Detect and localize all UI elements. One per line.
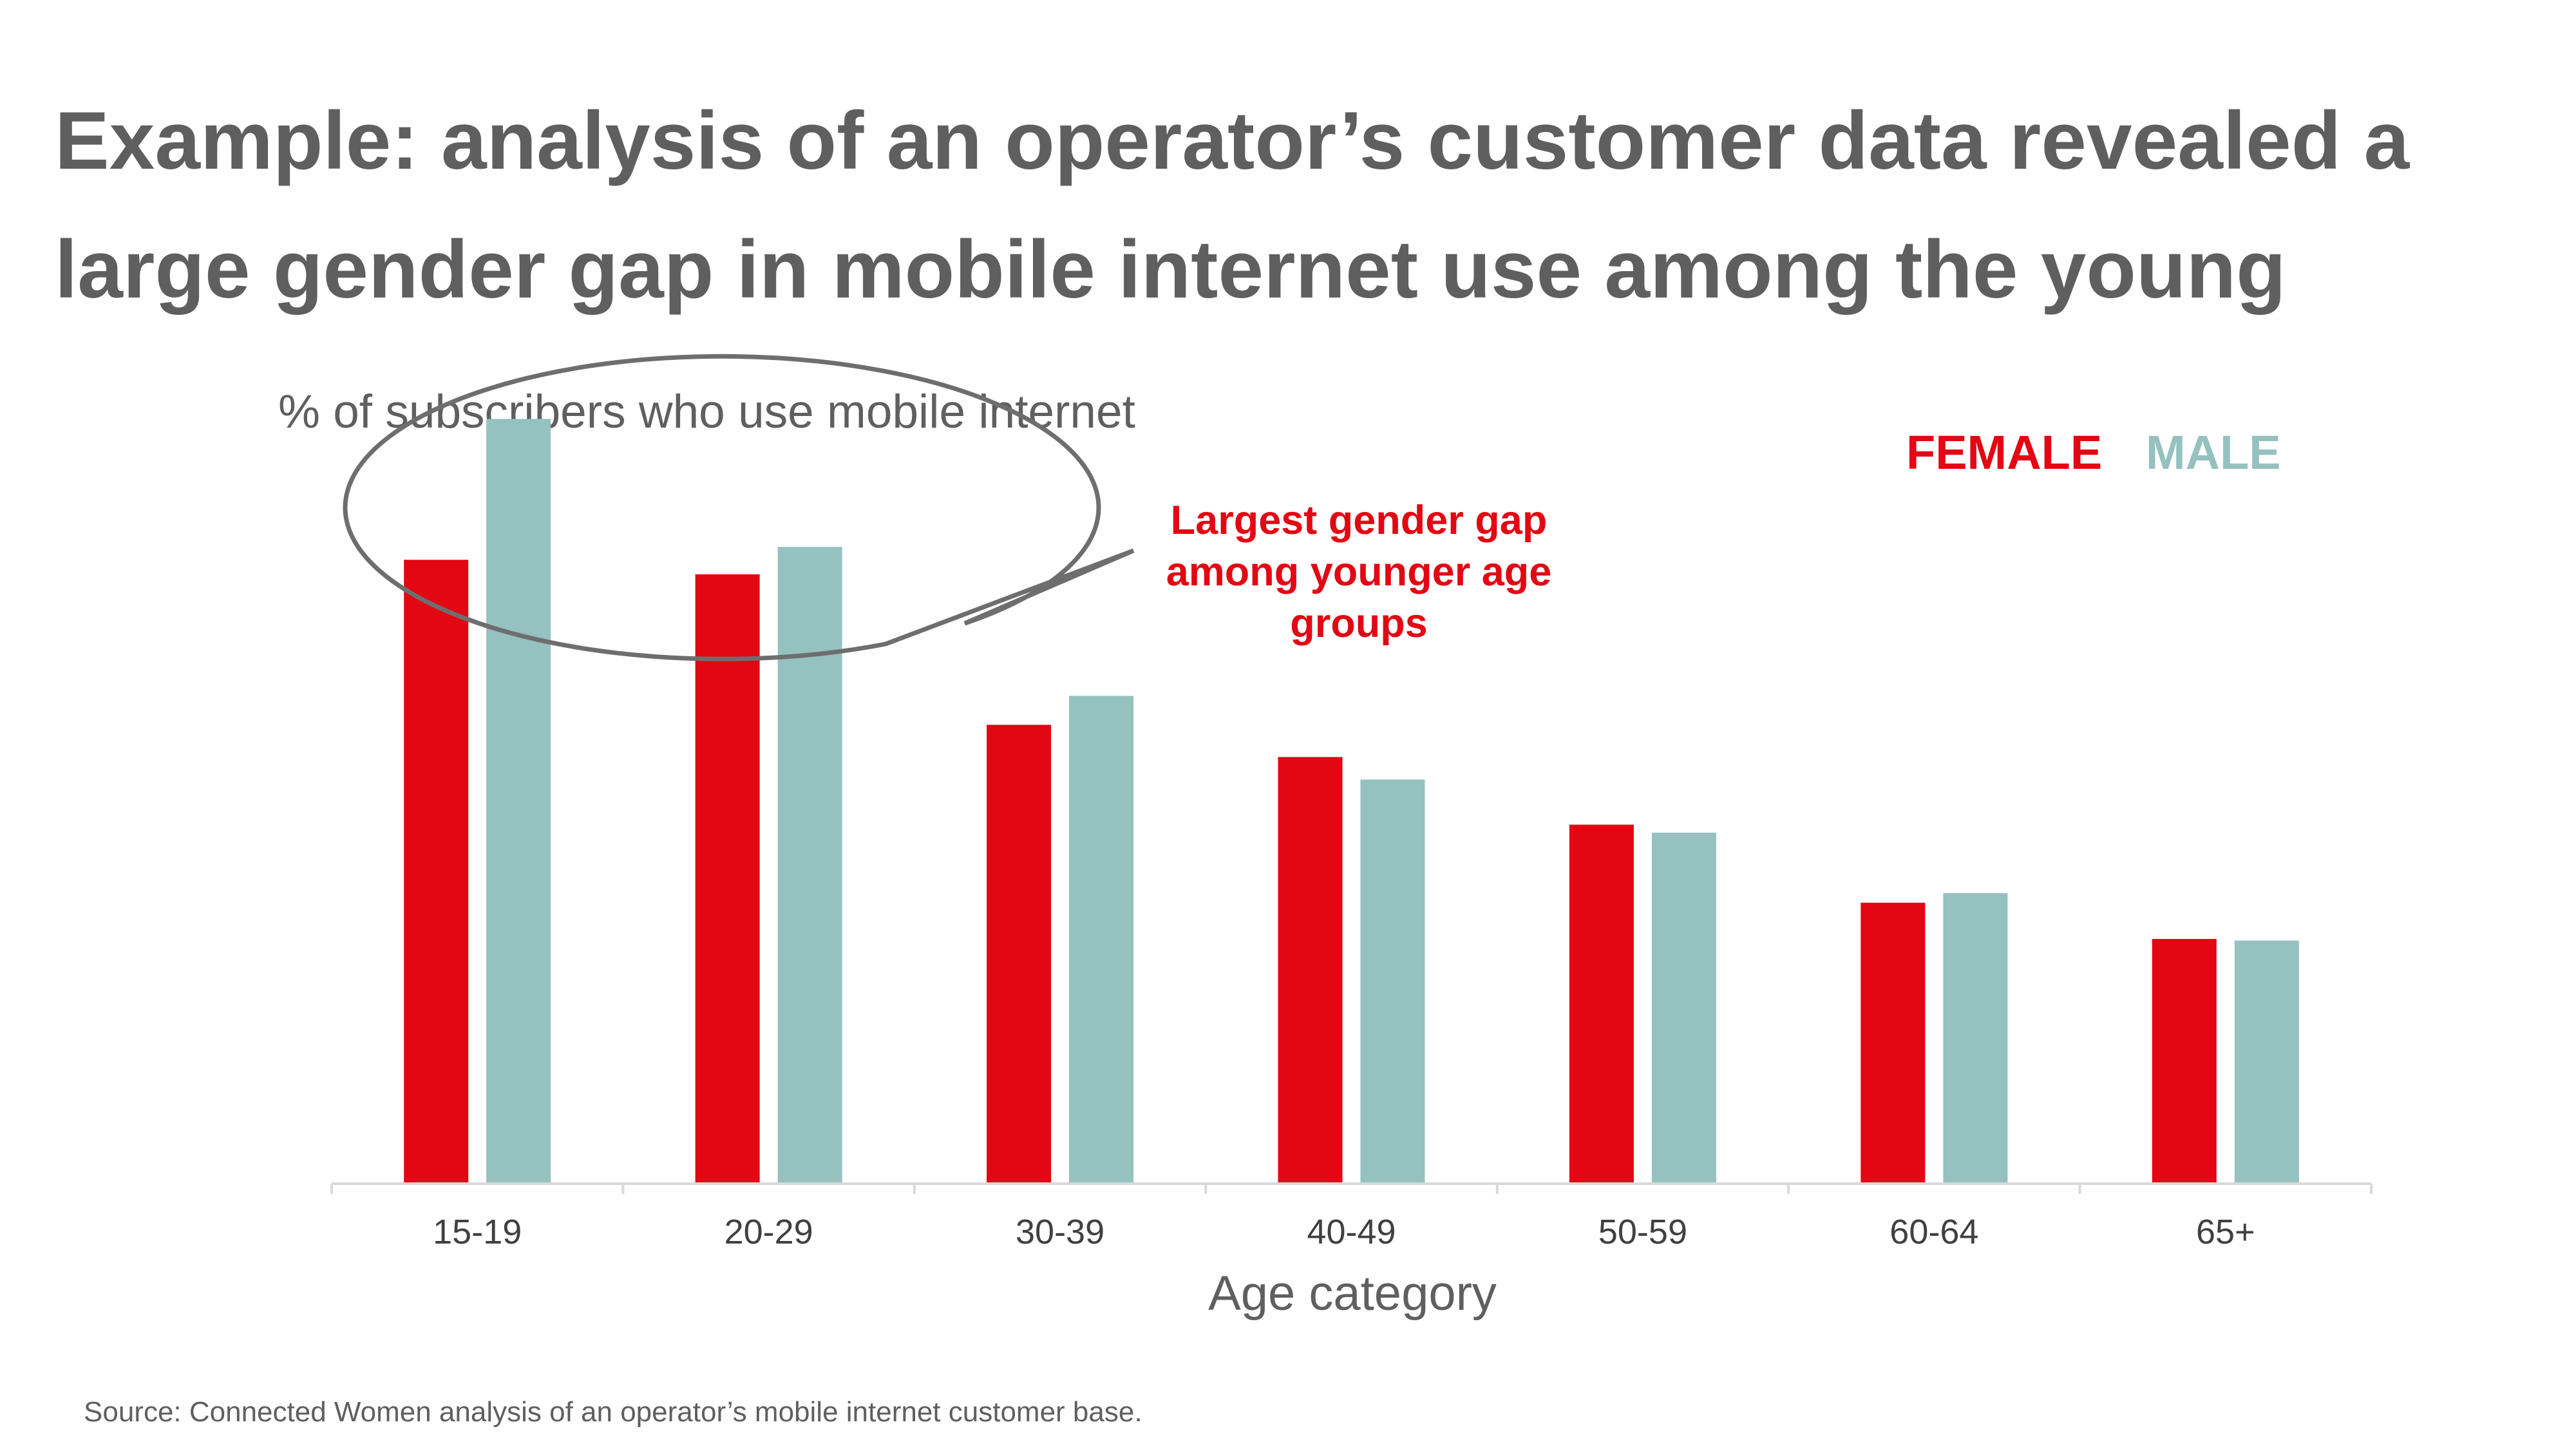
x-tick-label: 30-39 [1016, 1213, 1104, 1251]
legend-male: MALE [2146, 426, 2281, 479]
source-note: Source: Connected Women analysis of an o… [84, 1396, 1142, 1428]
bar-female-50-59 [1569, 824, 1634, 1184]
page-title: Example: analysis of an operator’s custo… [55, 95, 2410, 315]
tick-labels-group: 15-19 20-29 30-39 40-49 50-59 60-64 65+ [433, 1213, 2255, 1251]
x-tick-label: 65+ [2196, 1213, 2255, 1251]
x-axis-label: Age category [1208, 1266, 1497, 1321]
bars-group [404, 419, 2299, 1184]
bar-male-60-64 [1943, 893, 2008, 1184]
bar-male-50-59 [1651, 833, 1716, 1184]
bar-female-20-29 [695, 574, 760, 1184]
bar-male-40-49 [1360, 779, 1425, 1184]
legend-female: FEMALE [1906, 426, 2103, 479]
x-tick-label: 60-64 [1889, 1213, 1978, 1251]
bar-female-60-64 [1861, 902, 1926, 1184]
bar-female-15-19 [404, 560, 469, 1184]
callout-bubble [343, 354, 1135, 661]
bar-female-40-49 [1278, 757, 1343, 1184]
bar-female-65+ [2152, 939, 2217, 1184]
x-tick-label: 15-19 [433, 1213, 522, 1251]
bar-female-30-39 [987, 724, 1052, 1184]
bar-male-65+ [2234, 940, 2299, 1184]
x-tick-label: 40-49 [1307, 1213, 1396, 1251]
bar-male-30-39 [1069, 696, 1134, 1184]
x-tick-label: 20-29 [724, 1213, 813, 1251]
bar-male-20-29 [777, 547, 842, 1184]
ticks-group [330, 1184, 2372, 1194]
x-tick-label: 50-59 [1598, 1213, 1687, 1251]
bar-male-15-19 [486, 419, 551, 1184]
chart-title: % of subscribers who use mobile internet [278, 386, 1135, 438]
callout-text: Largest gender gap among younger age gro… [1166, 498, 1552, 646]
